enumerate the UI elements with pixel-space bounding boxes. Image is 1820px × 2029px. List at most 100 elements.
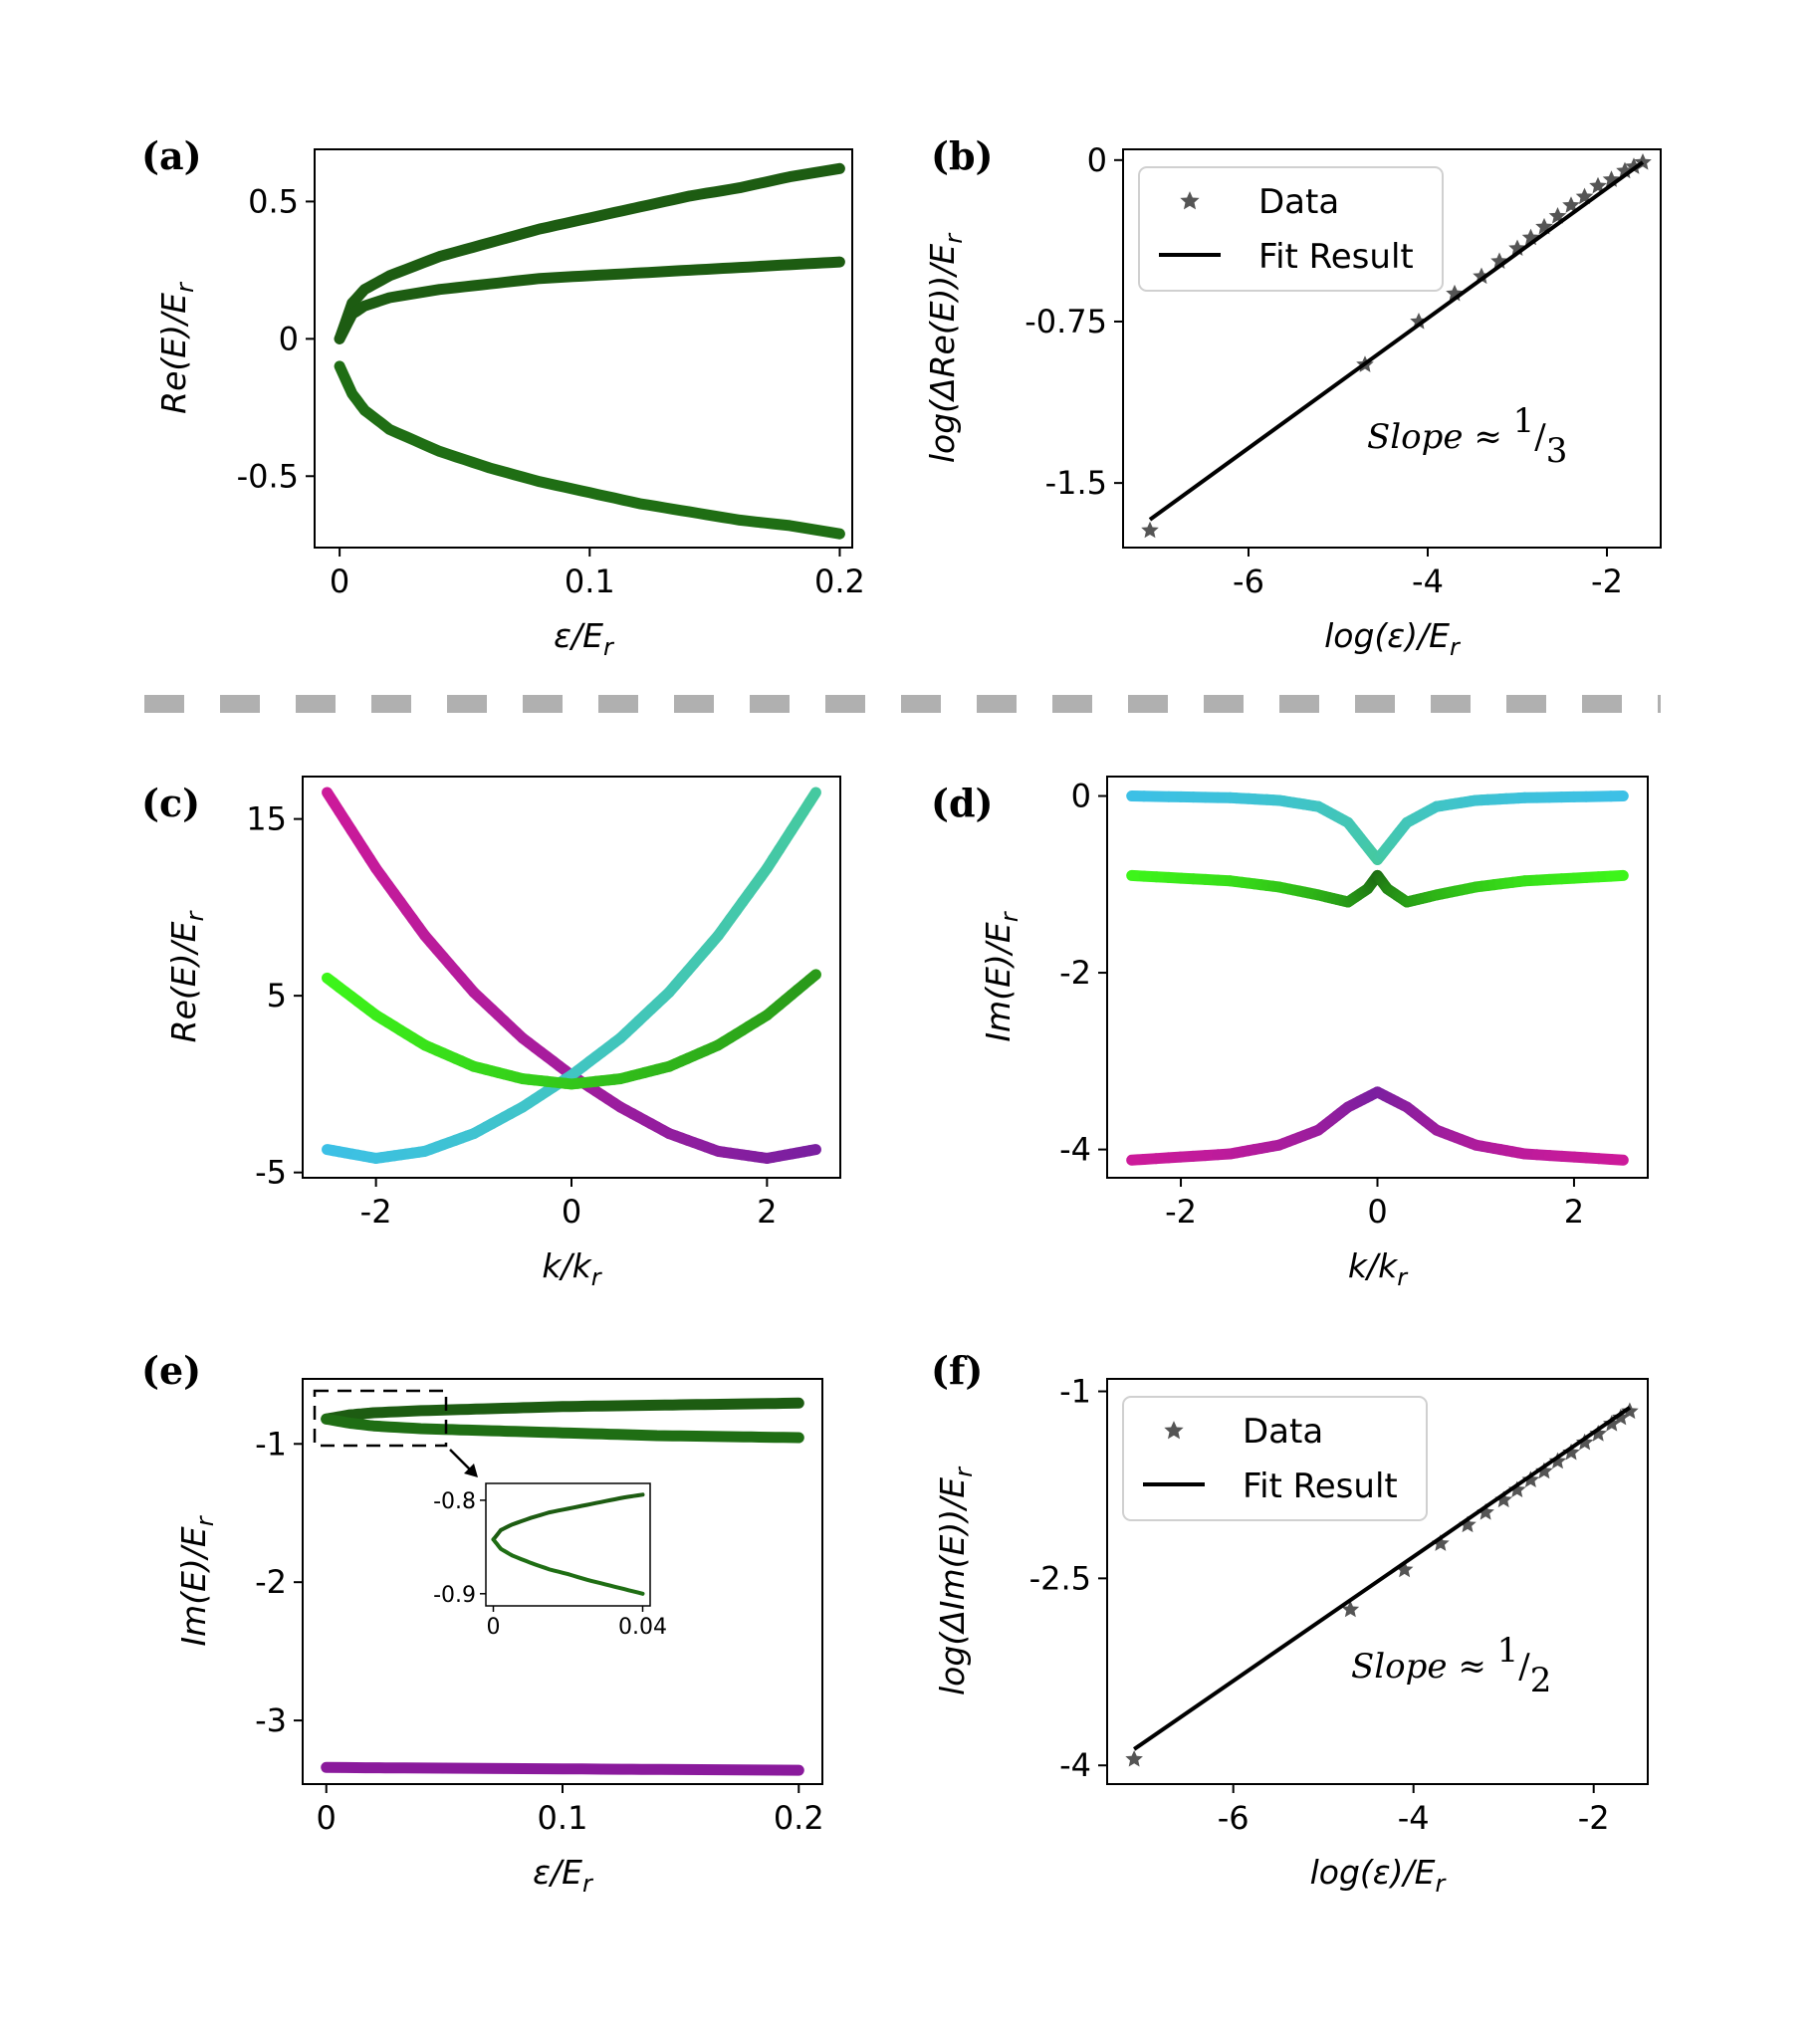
panel-letter: (b) (931, 133, 994, 178)
panel-letter: (a) (141, 133, 202, 178)
panel-b: (b) -6 -4 -2 0 -0.75 -1.5 log(ε)/Er log(ΔRe(E))/… (923, 133, 1662, 661)
y-tick-label: 0 (279, 320, 299, 357)
zoom-arrow (449, 1449, 471, 1470)
x-tick-label: 0.2 (814, 563, 865, 600)
panel-e: (e) 0 0.1 0.2 -1 -2 -3 ε/Er Im(E)/Er 0 0.04 -0.8 -0.… (141, 1348, 824, 1898)
y-axis-label: Re(E)/Er (154, 281, 199, 414)
x-tick-label: -6 (1218, 1799, 1250, 1837)
inset-x-tick-label: 0 (487, 1615, 501, 1640)
x-tick-label: 2 (1564, 1193, 1584, 1231)
series-upper-branch (321, 1397, 804, 1425)
axes-frame (1106, 776, 1649, 1179)
y-tick-label: 15 (246, 800, 287, 838)
series-cyan (322, 787, 821, 1164)
plot-area (1126, 790, 1629, 1166)
curve (321, 1761, 804, 1776)
inset-frame (485, 1482, 651, 1607)
y-tick-label: -2.5 (1029, 1559, 1091, 1597)
y-tick-label: -1 (255, 1425, 287, 1463)
y-tick-label: -4 (1059, 1131, 1091, 1169)
x-tick-label: 0.1 (565, 563, 615, 600)
inset: 0 0.04 -0.8 -0.9 (313, 1389, 667, 1640)
curve (321, 1397, 804, 1425)
x-axis-label: k/kr (1348, 1246, 1409, 1291)
series-magenta (1126, 1086, 1629, 1166)
zoom-box (313, 1389, 448, 1448)
x-tick-label: -2 (1578, 1799, 1610, 1837)
panel-letter: (c) (141, 781, 200, 825)
curve-segment (803, 1144, 821, 1157)
series-upper-branch (334, 162, 845, 344)
series-green (1126, 869, 1629, 908)
axes-frame (302, 1378, 823, 1785)
y-axis-label: log(ΔIm(E))/Er (933, 1465, 978, 1695)
series-magenta (322, 787, 821, 1164)
x-tick-label: -4 (1412, 563, 1444, 600)
x-tick-label: 0 (1367, 1193, 1387, 1231)
y-tick-label: -4 (1059, 1746, 1091, 1784)
series-middle-branch (334, 256, 845, 344)
x-tick-label: 2 (757, 1193, 777, 1231)
y-axis-label: Im(E)/Er (174, 1514, 219, 1646)
series-lower-branch (321, 1413, 804, 1444)
y-tick-label: 0 (1071, 778, 1091, 815)
legend (1122, 1396, 1428, 1521)
panel-f: (f) -6 -4 -2 -1 -2.5 -4 log(ε)/Er log(ΔIm(E))/Er… (931, 1348, 1649, 1898)
curve (334, 162, 845, 344)
x-tick-label: -2 (1165, 1193, 1197, 1231)
axes-frame (1106, 1378, 1649, 1785)
inset-curve-upper (491, 1492, 645, 1542)
plot-area (334, 162, 845, 540)
inset-y-tick-label: -0.8 (433, 1489, 476, 1514)
axes-frame (314, 148, 853, 549)
x-tick-label: -2 (1591, 563, 1623, 600)
x-tick-label: 0 (562, 1193, 581, 1231)
y-tick-label: -2 (255, 1563, 287, 1601)
x-axis-label: ε/Er (533, 1853, 594, 1898)
slope-annotation: Slope ≈ 1/3 (1367, 401, 1567, 471)
data-point (1125, 1749, 1143, 1767)
plot-area (321, 1397, 804, 1776)
curve-segment (1605, 869, 1629, 882)
x-tick-label: 0 (330, 563, 349, 600)
curve-segment (803, 787, 821, 808)
series-cyan (1126, 790, 1629, 865)
x-tick-label: 0.2 (774, 1799, 824, 1837)
panel-a: (a) 0 0.1 0.2 0.5 0 -0.5 ε/Er Re(E)/Er (141, 133, 865, 661)
legend-data-label: Data (1258, 182, 1339, 222)
y-tick-label: -2 (1059, 954, 1091, 992)
inset-background (486, 1483, 650, 1606)
plot-area (1141, 152, 1652, 539)
x-axis-label: log(ε)/Er (1324, 616, 1462, 661)
plot-area (322, 787, 821, 1164)
y-axis-label: Re(E)/Er (164, 910, 209, 1043)
axes-frame (1122, 148, 1662, 549)
data-point (1141, 521, 1159, 539)
series-purple-branch (321, 1761, 804, 1776)
legend-fit-label: Fit Result (1258, 237, 1414, 277)
y-axis-label: log(ΔRe(E))/Er (923, 232, 968, 463)
series-lower-branch (334, 360, 845, 540)
curve-segment (803, 969, 821, 986)
inset-y-tick-label: -0.9 (433, 1583, 476, 1608)
curve (334, 256, 845, 344)
y-tick-label: 0.5 (248, 182, 299, 220)
legend-data-label: Data (1243, 1412, 1323, 1452)
x-axis-label: log(ε)/Er (1310, 1853, 1448, 1898)
axes-frame (302, 776, 841, 1179)
panel-letter: (f) (931, 1348, 983, 1393)
inset-x-tick-label: 0.04 (618, 1615, 667, 1640)
curve-segment (1605, 1153, 1629, 1166)
series-Fit-Result (1148, 160, 1645, 522)
series-green (322, 969, 821, 1090)
panel-letter: (e) (141, 1348, 201, 1393)
plot-area (1125, 1402, 1639, 1767)
y-tick-label: 5 (267, 977, 287, 1014)
panel-letter: (d) (931, 781, 994, 825)
y-tick-label: -0.75 (1024, 303, 1107, 340)
x-axis-label: k/kr (542, 1246, 602, 1291)
x-axis-label: ε/Er (554, 616, 615, 661)
panel-c: (c) -2 0 2 15 5 -5 k/kr Re(E)/Er (141, 776, 841, 1291)
x-tick-label: -6 (1233, 563, 1264, 600)
